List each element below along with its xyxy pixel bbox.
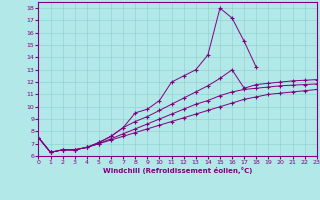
X-axis label: Windchill (Refroidissement éolien,°C): Windchill (Refroidissement éolien,°C) — [103, 167, 252, 174]
